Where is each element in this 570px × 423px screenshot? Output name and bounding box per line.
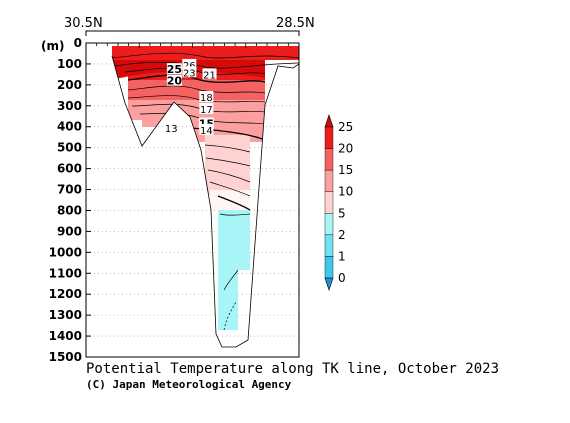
- colorbar-label: 2: [338, 228, 346, 242]
- contour-label-background: [166, 74, 182, 86]
- contour-label-background: [164, 121, 179, 133]
- y-tick-label: 1500: [49, 350, 82, 364]
- contour-label-background: [182, 66, 197, 78]
- y-tick-label: 300: [57, 99, 82, 113]
- colorbar-label: 25: [338, 120, 353, 134]
- credit-text: (C) Japan Meteorological Agency: [86, 378, 292, 391]
- y-tick-label: 0: [74, 36, 82, 50]
- colorbar-top-arrow: [324, 114, 334, 128]
- y-tick-label: 1100: [49, 266, 82, 280]
- y-tick-label: 1300: [49, 308, 82, 322]
- colorbar-band: [324, 213, 334, 236]
- contour-label-background: [199, 91, 214, 103]
- colorbar-label: 15: [338, 163, 353, 177]
- contour-label: 20: [167, 75, 183, 88]
- contour-labels: 25262321201817131514: [164, 58, 217, 137]
- y-tick-label: 900: [57, 224, 82, 238]
- contour-label-background: [182, 58, 197, 70]
- colorbar-band: [324, 256, 334, 279]
- y-tick-label: 500: [57, 141, 82, 155]
- contour-lines: [112, 52, 299, 331]
- contour-label: 14: [200, 126, 213, 137]
- contour-label: 18: [200, 93, 213, 104]
- contour-label-background: [202, 68, 217, 80]
- colorbar-band: [324, 191, 334, 214]
- temperature-section: [112, 46, 299, 330]
- latitude-bracket: [85, 30, 300, 36]
- chart-title: Potential Temperature along TK line, Oct…: [86, 361, 499, 377]
- colorbar-label: 10: [338, 185, 353, 199]
- x-axis-left-label: 30.5N: [64, 16, 103, 31]
- x-axis-right-label: 28.5N: [276, 16, 315, 31]
- axes: [85, 30, 300, 358]
- y-tick-label: 600: [57, 162, 82, 176]
- y-tick-label: 400: [57, 120, 82, 134]
- y-axis-unit-label: (m): [41, 39, 64, 53]
- y-tick-label: 1000: [49, 245, 82, 259]
- colorbar-label: 5: [338, 206, 346, 220]
- contour-label-background: [199, 102, 214, 114]
- contour-label-background: [199, 123, 214, 135]
- colorbar-band: [324, 169, 334, 192]
- contour-label-background: [198, 117, 214, 129]
- y-tick-label: 800: [57, 203, 82, 217]
- y-tick-label: 1200: [49, 287, 82, 301]
- section-outline: [111, 55, 300, 348]
- contour-label: 25: [167, 63, 182, 76]
- colorbar-label: 0: [338, 271, 346, 285]
- contour-label: 13: [165, 124, 178, 135]
- y-tick-labels: 0 100 200 300 400 500 600 700 800 900 1000 1100 1200…: [49, 36, 91, 364]
- y-tick-label: 200: [57, 78, 82, 92]
- colorbar-label: 20: [338, 142, 353, 156]
- y-tick-label: 700: [57, 183, 82, 197]
- colorbar-band: [324, 126, 334, 149]
- y-tick-label: 1400: [49, 329, 82, 343]
- contour-label: 21: [203, 70, 216, 81]
- contour-label: 17: [200, 105, 213, 116]
- colorbar-band: [324, 148, 334, 171]
- y-tick-label: 100: [57, 57, 82, 71]
- contour-label: 23: [183, 68, 196, 79]
- colorbar-bottom-arrow: [324, 277, 334, 291]
- colorbar-label: 1: [338, 249, 346, 263]
- colorbar-band: [324, 234, 334, 257]
- contour-label-background: [166, 63, 182, 75]
